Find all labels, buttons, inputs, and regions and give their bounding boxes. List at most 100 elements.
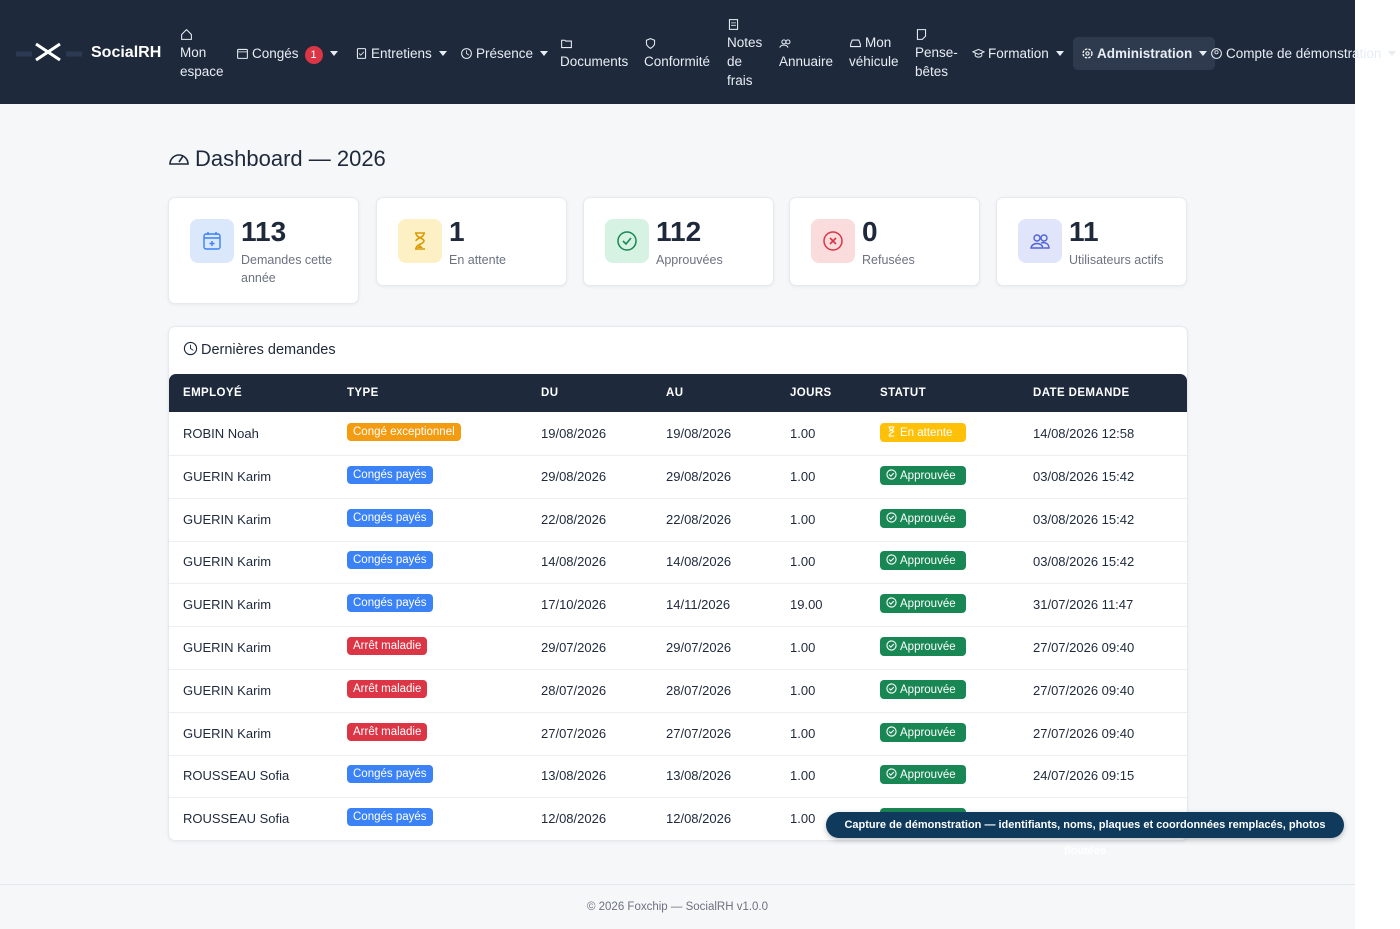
stat-value: 113 [241,216,287,247]
requested-at: 14/08/2026 12:58 [1033,426,1135,441]
requested-at: 03/08/2026 15:42 [1033,468,1135,484]
stat-icon [811,219,855,263]
status-icon [886,683,900,696]
employee: ROUSSEAU Sofia [183,811,290,827]
nav-link[interactable]: Administration [1073,37,1216,70]
status-badge: Approuvée [880,679,966,699]
date-from: 19/08/2026 [541,426,607,441]
days: 1.00 [790,640,816,655]
stat-card: 0 Refusées [789,197,980,286]
nav-link[interactable]: Documents [560,33,628,71]
type-badge: Congés payés [347,508,433,527]
date-to: 29/08/2026 [666,468,732,484]
icon [617,231,637,251]
logo[interactable] [14,40,84,64]
status-text: Approuvée [900,769,956,782]
stat-label: Approuvées [656,253,723,267]
days: 1.00 [790,554,816,570]
date-to: 12/08/2026 [666,811,732,827]
date-from: 22/08/2026 [541,511,607,527]
status-text: Approuvée [900,555,956,568]
status-text: Approuvée [900,512,956,525]
nav-label: Conformité [644,54,711,69]
status-icon [886,597,900,610]
employee: GUERIN Karim [183,597,272,613]
stat-value: 1 [449,216,465,247]
employee: GUERIN Karim [183,468,272,484]
nav-link[interactable]: Entretiens [355,44,447,63]
type-badge: Congés payés [347,765,433,784]
nav-label: Formation [988,46,1049,61]
nav-link[interactable]: Annuaire [779,33,833,71]
nav-link[interactable]: Pense-bêtes [915,24,958,81]
status-text: En attente [900,427,953,439]
requested-at: 24/07/2026 09:15 [1033,768,1135,784]
nav-link[interactable]: Congés 1 [236,44,338,64]
status-text: Approuvée [900,641,956,653]
employee: GUERIN Karim [183,511,272,527]
nav-label: Notes de frais [727,35,763,88]
date-from: 29/08/2026 [541,468,607,484]
requested-at: 27/07/2026 09:40 [1033,725,1135,741]
stat-card: 113 Demandes cette année [168,197,359,304]
nav-label: Présence [476,46,534,61]
icon [415,232,425,250]
card-title: Dernières demandes [183,341,336,358]
status-text: Approuvée [900,469,956,482]
nav-link[interactable]: Notes de frais [727,14,767,90]
status-icon [886,511,900,525]
stat-label: Utilisateurs actifs [1069,253,1164,267]
days: 1.00 [790,511,816,527]
status-badge: Approuvée [880,508,966,528]
table-row: ROUSSEAU Sofia Congés payés 13/08/2026 13/0… [169,754,1187,799]
type-badge: Congés payés [347,808,433,827]
nav-label: Pense-bêtes [915,45,958,79]
nav-label: Congés [252,46,299,61]
nav-label: Documents [560,54,629,69]
requested-at: 27/07/2026 09:40 [1033,640,1135,655]
date-to: 14/11/2026 [666,597,731,613]
brand[interactable]: SocialRH [91,44,162,61]
nav-link[interactable]: Formation [971,44,1064,63]
days: 1.00 [790,811,816,827]
nav-link[interactable]: Conformité [644,33,710,71]
nav-label: Administration [1097,46,1193,61]
date-from: 14/08/2026 [541,554,607,570]
caret [323,46,338,61]
stat-value: 11 [1069,216,1099,247]
nav-label: Entretiens [371,46,432,61]
type-badge: Congés payés [347,551,433,570]
days: 1.00 [790,725,816,741]
type-badge: Congé exceptionnel [347,423,461,441]
nav-link[interactable]: Mon espace [180,24,226,81]
date-from: 13/08/2026 [541,768,607,784]
nav-label: Compte de démonstration [1226,46,1382,61]
employee: GUERIN Karim [183,640,272,655]
stat-icon [1018,219,1062,263]
table-row: GUERIN Karim Arrêt maladie 29/07/2026 29/07… [169,626,1187,670]
nav-label: Annuaire [779,54,834,69]
table-row: GUERIN Karim Congés payés 29/08/2026 29/08/… [169,455,1187,499]
status-text: Approuvée [900,683,956,696]
notice: Capture de démonstration — identifiants,… [826,812,1344,857]
status-badge: Approuvée [880,637,966,656]
nav-link[interactable]: Compte de démonstration [1210,44,1396,63]
status-badge: Approuvée [880,722,966,742]
column-header: EMPLOYÉ [183,387,243,399]
employee: ROUSSEAU Sofia [183,768,290,784]
type-badge: Congés payés [347,594,433,613]
date-to: 28/07/2026 [666,682,732,698]
days: 1.00 [790,426,816,441]
title-text: Dashboard — 2026 [195,146,386,171]
icon [1030,234,1050,249]
stat-icon [398,219,442,263]
nav-link[interactable]: Présence [460,44,548,63]
nav-link[interactable]: Mon véhicule [849,33,901,71]
date-to: 13/08/2026 [666,768,732,784]
date-from: 29/07/2026 [541,640,607,655]
app: SocialRH Mon espace Congés 1 Entretiens P… [0,0,1355,929]
requested-at: 03/08/2026 15:42 [1033,511,1135,527]
table-row: GUERIN Karim Arrêt maladie 28/07/2026 28/07… [169,669,1187,713]
navbar: SocialRH Mon espace Congés 1 Entretiens P… [0,0,1381,104]
